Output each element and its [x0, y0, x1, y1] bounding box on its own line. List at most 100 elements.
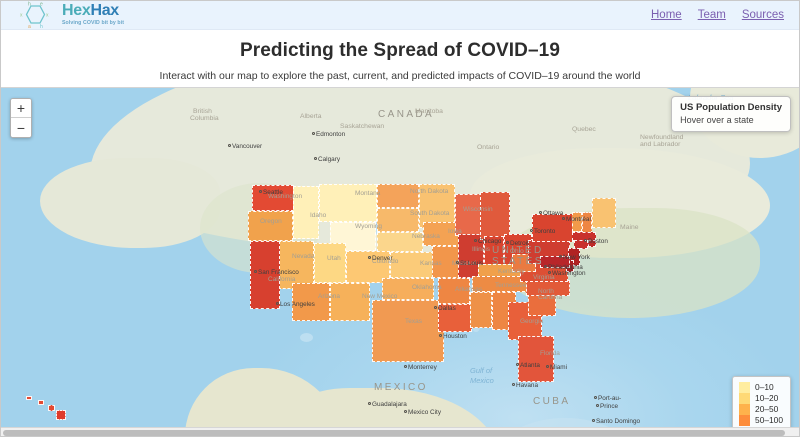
legend-row: 20–50 [739, 404, 783, 415]
hexagon-molecule-icon: h e x x a h [16, 1, 58, 29]
map-water-label: Gulf of [470, 366, 493, 375]
svg-text:e: e [40, 1, 43, 7]
state-south-carolina[interactable] [528, 294, 556, 316]
state-michigan[interactable] [480, 192, 510, 240]
info-panel-subtitle: Hover over a state [680, 115, 754, 125]
state-nevada[interactable] [278, 241, 314, 289]
state-maryland[interactable] [540, 256, 570, 268]
scrollbar-thumb[interactable] [3, 430, 785, 436]
state-north-dakota[interactable] [377, 184, 419, 208]
state-arizona[interactable] [292, 283, 330, 321]
city-marker-dot [512, 383, 515, 386]
map-legend: 0–10 10–20 20–50 50–100 [732, 376, 791, 427]
svg-text:x: x [20, 12, 23, 18]
city-marker-dot [474, 239, 477, 242]
nav-link-sources[interactable]: Sources [741, 8, 784, 21]
city-marker-dot [404, 410, 407, 413]
state-south-dakota[interactable] [377, 208, 419, 232]
legend-color-swatch [739, 404, 751, 415]
state-vermont[interactable] [572, 212, 582, 232]
city-marker-dot [439, 334, 442, 337]
landmass-northwest [40, 158, 220, 248]
zoom-in-button[interactable]: + [11, 99, 31, 118]
state-hawaii-4[interactable] [56, 410, 66, 420]
brand-logo[interactable]: h e x x a h HexHax Solving COVID bit by … [16, 1, 124, 29]
state-new-hampshire[interactable] [582, 212, 592, 234]
city-marker-dot [254, 270, 257, 273]
map-container[interactable]: CANADA UNITED STATES MEXICO CUBA British Colum… [0, 87, 800, 427]
page-title: Predicting the Spread of COVID–19 [239, 40, 561, 61]
legend-range-label: 10–20 [755, 393, 779, 403]
city-marker-dot [314, 157, 317, 160]
brand-name: HexHax [62, 1, 124, 19]
city-marker-dot [276, 302, 279, 305]
state-idaho[interactable] [293, 186, 319, 239]
nav-link-team[interactable]: Team [697, 8, 726, 21]
state-minnesota[interactable] [419, 184, 455, 228]
legend-color-swatch [739, 393, 751, 404]
brand-name-part2: Hax [90, 1, 119, 19]
info-panel: US Population Density Hover over a state [671, 96, 791, 132]
info-panel-title: US Population Density [680, 102, 782, 113]
state-colorado[interactable] [346, 251, 390, 283]
map-city-label: Port-au- [598, 395, 622, 402]
state-montana[interactable] [319, 184, 377, 222]
legend-range-label: 0–10 [755, 382, 774, 392]
legend-color-swatch [739, 382, 751, 393]
city-marker-dot [506, 241, 509, 244]
state-nebraska[interactable] [377, 232, 423, 252]
state-hawaii-2[interactable] [38, 400, 44, 405]
map-water-label: Mexico [470, 376, 494, 385]
city-marker-dot [228, 144, 231, 147]
state-mississippi[interactable] [470, 292, 492, 328]
legend-range-label: 50–100 [755, 415, 783, 425]
city-marker-dot [584, 239, 587, 242]
state-texas[interactable] [372, 300, 444, 362]
zoom-control[interactable]: + − [10, 98, 32, 138]
city-marker-dot [544, 265, 547, 268]
map-country-label: CUBA [533, 396, 571, 407]
legend-row: 10–20 [739, 393, 783, 404]
state-hawaii-1[interactable] [26, 396, 32, 400]
state-oregon[interactable] [248, 211, 293, 241]
city-marker-dot [434, 306, 437, 309]
state-hawaii-3[interactable] [48, 405, 55, 411]
nav-link-home[interactable]: Home [651, 8, 682, 21]
city-marker-dot [368, 256, 371, 259]
map-canvas[interactable]: CANADA UNITED STATES MEXICO CUBA British Colum… [0, 88, 800, 427]
state-california[interactable] [250, 241, 280, 309]
legend-range-label: 20–50 [755, 404, 779, 414]
brand-text: HexHax Solving COVID bit by bit [62, 1, 125, 26]
page-subtitle: Interact with our map to explore the pas… [159, 70, 641, 82]
city-marker-dot [368, 402, 371, 405]
svg-text:h: h [28, 1, 31, 7]
city-marker-dot [456, 261, 459, 264]
city-marker-dot [530, 229, 533, 232]
state-washington[interactable] [252, 185, 294, 211]
lake-great-salt [300, 333, 313, 342]
state-kansas[interactable] [390, 252, 434, 278]
city-marker-dot [404, 365, 407, 368]
horizontal-scrollbar[interactable] [0, 427, 800, 437]
city-marker-dot [559, 255, 562, 258]
state-florida[interactable] [518, 336, 554, 382]
zoom-out-button[interactable]: − [11, 118, 31, 137]
map-city-label: Houston [443, 333, 467, 340]
city-marker-dot [596, 404, 599, 407]
state-rhode-island[interactable] [588, 240, 596, 247]
state-new-mexico[interactable] [330, 283, 370, 321]
svg-text:h: h [40, 24, 43, 29]
state-north-carolina[interactable] [526, 280, 570, 296]
city-marker-dot [546, 365, 549, 368]
legend-color-swatch [739, 415, 751, 426]
state-connecticut[interactable] [574, 240, 588, 249]
state-louisiana[interactable] [438, 304, 472, 332]
city-marker-dot [259, 190, 262, 193]
state-arkansas[interactable] [438, 278, 470, 304]
city-marker-dot [562, 217, 565, 220]
state-maine[interactable] [592, 198, 616, 228]
state-oklahoma[interactable] [382, 278, 434, 300]
brand-tagline: Solving COVID bit by bit [62, 19, 125, 26]
city-marker-dot [516, 363, 519, 366]
state-utah[interactable] [314, 243, 346, 283]
